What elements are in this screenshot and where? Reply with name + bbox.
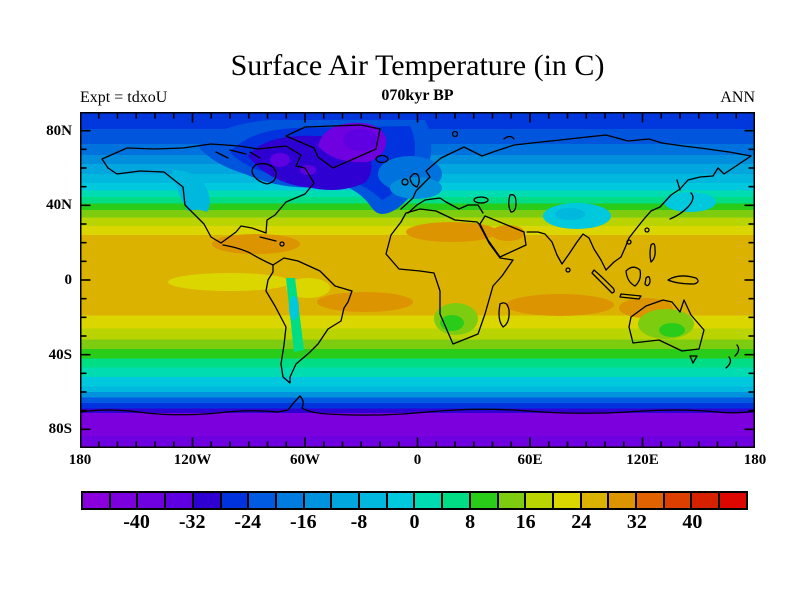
colorbar-cell: [415, 493, 444, 508]
anomaly-regions: [168, 120, 716, 352]
lon-tick-label: 120E: [626, 452, 659, 468]
colorbar-tick-label: 32: [626, 511, 647, 533]
lon-tick-label: 120W: [173, 452, 212, 468]
colorbar-cell: [138, 493, 167, 508]
temperature-map: [79, 112, 756, 448]
season-label: ANN: [720, 89, 755, 106]
axis-ticks: [81, 113, 754, 447]
colorbar-cell: [526, 493, 554, 508]
colorbar-cell: [360, 493, 388, 508]
lat-tick-label: 0: [64, 272, 73, 288]
colorbar-cell: [276, 493, 305, 508]
colorbar-cell: [387, 493, 416, 508]
lat-tick-label: 40N: [46, 197, 72, 214]
colorbar-cell: [249, 493, 277, 508]
colorbar-tick-label: 40: [682, 511, 703, 533]
lon-tick-label: 60W: [290, 452, 320, 468]
colorbar-labels: -40 -32 -24 -16 -8 0 8 16 24 32 40: [81, 511, 748, 537]
colorbar-tick-label: -40: [123, 511, 150, 533]
experiment-label: Expt = tdxoU: [80, 89, 168, 106]
lat-tick-label: 80S: [48, 421, 72, 438]
colorbar-tick-label: 8: [465, 511, 476, 533]
colorbar-cell: [110, 493, 139, 508]
colorbar-cell: [332, 493, 361, 508]
colorbar-cell: [304, 493, 333, 508]
colorbar-cell: [498, 493, 527, 508]
colorbar-cell: [609, 493, 638, 508]
colorbar: [81, 491, 748, 510]
map-frame: [80, 112, 755, 448]
colorbar-cell: [221, 493, 250, 508]
colorbar-cell: [637, 493, 665, 508]
map-panel: [79, 112, 756, 448]
colorbar-tick-label: -16: [289, 511, 317, 533]
colorbar-tick-label: -8: [350, 511, 368, 533]
plot-title: Surface Air Temperature (in C): [230, 49, 605, 82]
colorbar-cell: [581, 493, 610, 508]
colorbar-cell: [470, 493, 499, 508]
colorbar-cell: [692, 493, 721, 508]
lon-tick-label: 180: [743, 452, 767, 468]
colorbar-cell: [443, 493, 471, 508]
colorbar-tick-label: 0: [409, 511, 420, 533]
lat-tick-label: 40S: [48, 346, 72, 363]
lat-tick-label: 80N: [46, 122, 72, 139]
colorbar-cell: [553, 493, 582, 508]
colorbar-cell: [83, 493, 111, 508]
lon-tick-label: 180: [68, 452, 92, 468]
lon-tick-label: 60E: [517, 452, 543, 468]
latitude-axis: 80N 40N 0 40S 80S: [0, 0, 72, 600]
plot-subtitle: 070kyr BP: [381, 87, 454, 104]
coastlines: [79, 124, 756, 416]
colorbar-tick-label: -32: [178, 511, 206, 533]
colorbar-cell: [720, 493, 746, 508]
lon-tick-label: 0: [413, 452, 422, 468]
colorbar-cell: [193, 493, 222, 508]
colorbar-tick-label: 24: [571, 511, 592, 533]
colorbar-tick-label: -24: [234, 511, 262, 533]
colorbar-cell: [166, 493, 194, 508]
colorbar-cell: [664, 493, 693, 508]
colorbar-tick-label: 16: [515, 511, 536, 533]
